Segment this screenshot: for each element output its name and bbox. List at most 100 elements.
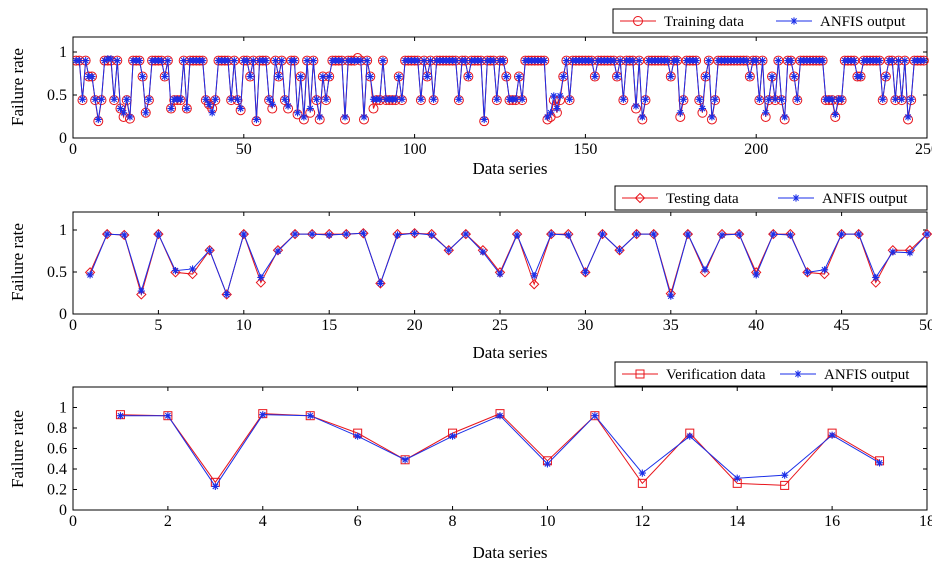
data-point <box>379 56 387 65</box>
data-point <box>342 230 350 238</box>
data-point <box>309 56 317 65</box>
data-point <box>116 412 125 420</box>
data-point <box>889 248 897 256</box>
data-point <box>119 229 130 241</box>
data-point <box>699 267 711 278</box>
data-point <box>705 56 713 65</box>
data-point <box>758 56 767 65</box>
y-tick-label: 0 <box>59 502 67 519</box>
data-point <box>205 100 213 108</box>
data-point <box>252 115 261 124</box>
data-point <box>257 273 265 282</box>
data-point <box>598 230 607 238</box>
x-axis-label: Data series <box>472 343 547 362</box>
data-point <box>398 95 406 103</box>
data-point <box>268 100 276 108</box>
data-point <box>103 230 111 238</box>
data-point <box>368 103 379 114</box>
x-tick-label: 50 <box>236 141 252 158</box>
legend-marker <box>794 370 802 378</box>
data-point <box>120 109 128 117</box>
data-point <box>325 72 333 81</box>
data-point <box>904 113 912 121</box>
data-point <box>765 95 773 103</box>
data-point <box>312 95 321 103</box>
legend-marker <box>790 17 798 25</box>
data-point <box>787 56 795 65</box>
data-point <box>591 72 599 81</box>
data-point <box>259 411 267 419</box>
data-point <box>562 56 571 65</box>
data-point <box>518 95 526 103</box>
data-point <box>206 246 214 254</box>
data-point <box>208 109 216 117</box>
data-point <box>679 95 688 103</box>
data-point <box>338 56 346 65</box>
data-point <box>360 113 368 121</box>
data-point <box>530 272 538 280</box>
data-point <box>853 228 864 240</box>
data-point <box>426 228 437 240</box>
data-point <box>101 228 113 240</box>
data-point <box>183 104 191 113</box>
data-point <box>90 95 101 106</box>
data-point <box>875 459 884 467</box>
data-point <box>763 95 774 106</box>
series-anfis-output <box>73 55 928 124</box>
data-point <box>411 229 419 237</box>
data-point <box>894 56 903 65</box>
x-tick-label: 200 <box>744 141 768 158</box>
data-point <box>632 102 640 110</box>
data-point <box>901 56 909 65</box>
y-tick-label: 0.8 <box>47 420 67 437</box>
data-point <box>641 95 650 103</box>
data-point <box>855 230 863 238</box>
y-axis-label: Failure rate <box>8 48 27 126</box>
chart-1: 0 50 100 150 200 250 0 0.5 1 Data series Failure r… <box>8 8 932 178</box>
data-point <box>499 56 507 65</box>
data-point <box>580 267 591 278</box>
data-point <box>293 109 302 117</box>
x-tick-label: 14 <box>729 513 745 530</box>
data-point <box>771 95 779 103</box>
x-axis-label: Data series <box>472 159 547 178</box>
data-point <box>75 56 83 65</box>
data-point <box>648 228 659 240</box>
data-point <box>686 432 694 440</box>
data-point <box>265 95 273 103</box>
x-tick-label: 0 <box>69 513 77 530</box>
data-point <box>785 228 796 240</box>
data-point <box>199 56 207 65</box>
data-point <box>616 56 624 65</box>
data-point <box>820 266 829 274</box>
data-point <box>300 113 308 121</box>
x-tick-label: 10 <box>539 513 555 530</box>
data-point <box>511 228 523 240</box>
legend-label: Testing data <box>666 191 739 207</box>
data-point <box>278 56 286 65</box>
data-point <box>716 228 728 240</box>
data-point <box>676 109 684 117</box>
data-point <box>400 455 410 465</box>
data-point <box>445 246 453 254</box>
series-line <box>76 58 924 120</box>
x-tick-label: 20 <box>407 317 423 334</box>
data-point <box>154 230 162 238</box>
x-tick-label: 250 <box>915 141 932 158</box>
data-point <box>428 231 436 239</box>
data-point <box>243 56 251 65</box>
x-tick-label: 4 <box>259 513 267 530</box>
y-tick-label: 0.5 <box>47 87 67 104</box>
data-point <box>768 228 779 240</box>
data-point <box>188 265 197 273</box>
data-point <box>781 471 789 479</box>
data-point <box>376 95 384 103</box>
data-point <box>831 110 839 119</box>
data-point <box>906 249 914 257</box>
data-point <box>341 113 349 121</box>
data-point <box>429 95 438 103</box>
x-tick-label: 12 <box>634 513 650 530</box>
data-point <box>137 287 145 295</box>
data-point <box>633 230 641 238</box>
